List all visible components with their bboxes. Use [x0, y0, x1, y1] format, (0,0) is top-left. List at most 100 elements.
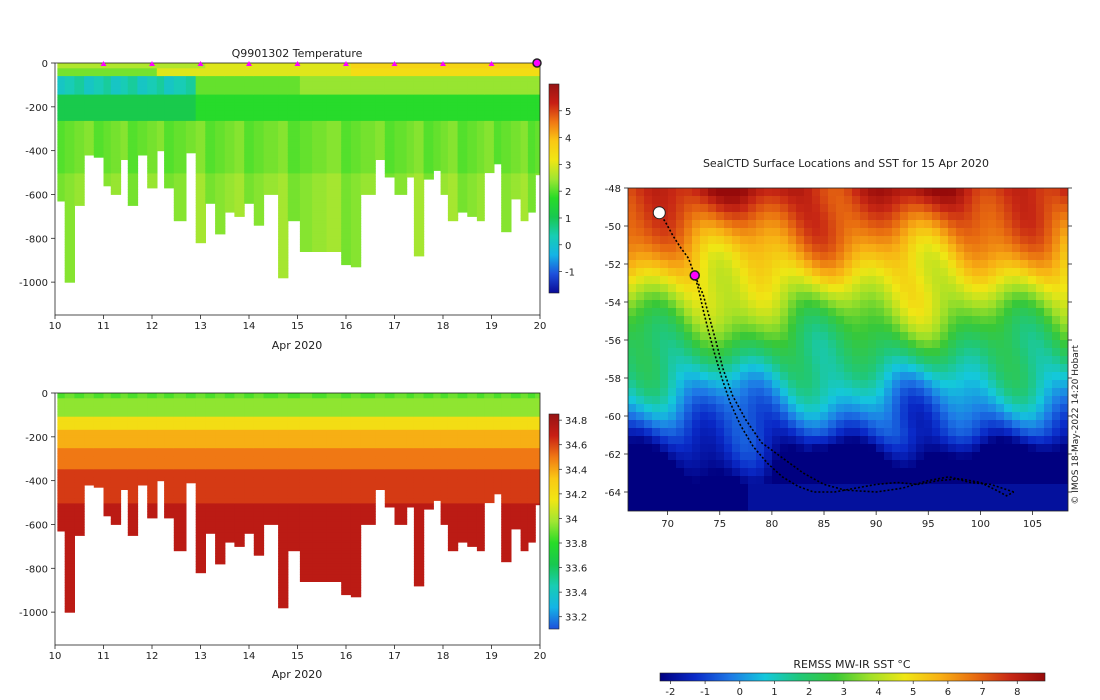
profile-cell	[476, 94, 485, 98]
profile-cell	[384, 126, 396, 130]
profile-cell	[244, 421, 255, 425]
profile-cell	[215, 149, 226, 153]
profile-cell	[278, 532, 289, 536]
profile-cell	[423, 503, 434, 507]
profile-cell	[406, 110, 415, 114]
profile-cell	[195, 231, 206, 235]
profile-cell	[312, 498, 328, 502]
profile-cell	[312, 152, 328, 156]
profile-cell	[205, 466, 216, 470]
profile-cell	[127, 78, 139, 82]
profile-cell	[147, 118, 158, 122]
colorbar-tick-label: 0	[565, 241, 571, 252]
profile-cell	[341, 134, 352, 138]
profile-cell	[299, 466, 313, 470]
profile-cell	[413, 139, 425, 143]
profile-cell	[484, 73, 495, 77]
profile-cell	[278, 81, 289, 85]
profile-cell	[64, 65, 75, 69]
profile-cell	[312, 141, 328, 145]
profile-cell	[527, 141, 536, 145]
profile-cell	[326, 432, 342, 436]
profile-cell	[287, 199, 301, 203]
profile-cell	[326, 563, 342, 567]
profile-cell	[384, 68, 396, 72]
profile-cell	[527, 160, 536, 164]
profile-cell	[110, 91, 122, 95]
profile-cell	[413, 521, 425, 525]
profile-cell	[287, 99, 301, 103]
profile-cell	[120, 86, 129, 90]
profile-cell	[263, 149, 279, 153]
profile-cell	[224, 189, 236, 193]
profile-cell	[103, 65, 112, 69]
profile-cell	[185, 398, 197, 402]
profile-cell	[384, 453, 396, 457]
profile-cell	[510, 113, 522, 117]
profile-cell	[350, 587, 362, 591]
profile-cell	[467, 65, 478, 69]
profile-cell	[510, 131, 522, 135]
profile-cell	[312, 398, 328, 402]
profile-cell	[476, 181, 485, 185]
profile-cell	[384, 89, 396, 93]
profile-cell	[312, 487, 328, 491]
profile-cell	[64, 600, 75, 604]
profile-cell	[423, 398, 434, 402]
profile-cell	[278, 587, 289, 591]
profile-cell	[312, 516, 328, 520]
profile-cell	[234, 545, 245, 547]
profile-cell	[195, 181, 206, 185]
profile-cell	[299, 437, 313, 441]
colorbar-tick-label: 2	[565, 187, 571, 198]
profile-cell	[195, 65, 206, 69]
profile-cell	[234, 453, 245, 457]
profile-cell	[164, 152, 175, 156]
profile-cell	[147, 398, 158, 402]
profile-cell	[120, 435, 129, 439]
profile-cell	[350, 139, 362, 143]
profile-cell	[406, 63, 415, 67]
profile-cell	[127, 84, 139, 88]
profile-cell	[74, 514, 85, 518]
profile-cell	[312, 70, 328, 74]
profile-cell	[299, 236, 313, 240]
profile-cell	[147, 115, 158, 119]
profile-cell	[326, 223, 342, 227]
profile-cell	[278, 511, 289, 515]
profile-cell	[413, 500, 425, 504]
profile-cell	[350, 252, 362, 256]
profile-cell	[278, 592, 289, 596]
profile-cell	[278, 500, 289, 504]
profile-cell	[406, 70, 415, 74]
profile-cell	[93, 155, 105, 158]
profile-cell	[384, 466, 396, 470]
profile-cell	[433, 400, 442, 404]
profile-cell	[447, 86, 459, 90]
profile-cell	[350, 456, 362, 460]
profile-cell	[215, 511, 226, 515]
profile-cell	[406, 469, 415, 473]
temperature-xlabel: Apr 2020	[272, 339, 323, 352]
profile-cell	[93, 474, 105, 478]
profile-cell	[244, 70, 255, 74]
profile-cell	[195, 495, 206, 499]
profile-cell	[173, 162, 187, 166]
profile-cell	[350, 448, 362, 452]
profile-cell	[195, 134, 206, 138]
profile-cell	[510, 155, 522, 159]
profile-cell	[147, 479, 158, 483]
profile-cell	[341, 186, 352, 190]
profile-cell	[312, 558, 328, 562]
profile-cell	[164, 186, 175, 189]
profile-cell	[195, 94, 206, 98]
profile-cell	[360, 437, 376, 441]
profile-cell	[127, 173, 139, 177]
profile-cell	[440, 65, 449, 69]
profile-cell	[205, 485, 216, 489]
profile-cell	[540, 105, 545, 108]
surface-marker	[294, 61, 301, 66]
profile-cell	[312, 149, 328, 153]
profile-cell	[205, 202, 216, 204]
profile-cell	[263, 173, 279, 177]
